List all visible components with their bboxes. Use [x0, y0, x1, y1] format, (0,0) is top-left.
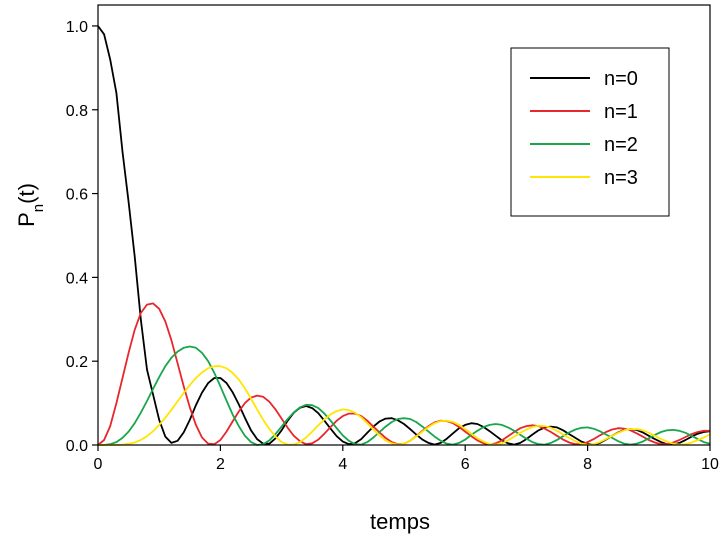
- x-tick-label: 2: [216, 456, 225, 473]
- x-tick-label: 8: [583, 456, 592, 473]
- x-tick-label: 0: [94, 456, 103, 473]
- y-tick-label: 0.4: [66, 270, 88, 287]
- legend-label: n=0: [604, 68, 638, 90]
- legend-label: n=1: [604, 101, 638, 123]
- legend-items: n=0 n=1 n=2 n=3: [530, 68, 638, 189]
- series-line-n-2: [98, 345, 711, 446]
- y-axis: 0.0 0.2 0.4 0.6 0.8 1.0: [66, 19, 98, 455]
- x-tick-label: 6: [461, 456, 470, 473]
- x-axis-label: temps: [370, 509, 430, 534]
- x-tick-label: 10: [701, 456, 719, 473]
- y-tick-label: 0.6: [66, 187, 88, 204]
- legend-label: n=2: [604, 134, 638, 156]
- x-axis: 0 2 4 6 8 10: [94, 445, 719, 473]
- y-axis-label-suffix: (t): [14, 183, 39, 204]
- y-tick-label: 0.8: [66, 103, 88, 120]
- series-line-n-3: [98, 365, 711, 446]
- y-axis-label-main: P: [14, 212, 39, 227]
- y-tick-label: 1.0: [66, 19, 88, 36]
- y-tick-label: 0.0: [66, 438, 88, 455]
- y-axis-label-subscript: n: [30, 204, 47, 212]
- series-layer: [97, 25, 711, 446]
- y-axis-label: Pn(t): [14, 183, 47, 227]
- plot-frame: [97, 4, 711, 446]
- x-tick-label: 4: [338, 456, 347, 473]
- legend-label: n=3: [604, 167, 638, 189]
- legend: n=0 n=1 n=2 n=3: [510, 47, 670, 217]
- y-tick-label: 0.2: [66, 354, 88, 371]
- legend-box: [510, 47, 670, 217]
